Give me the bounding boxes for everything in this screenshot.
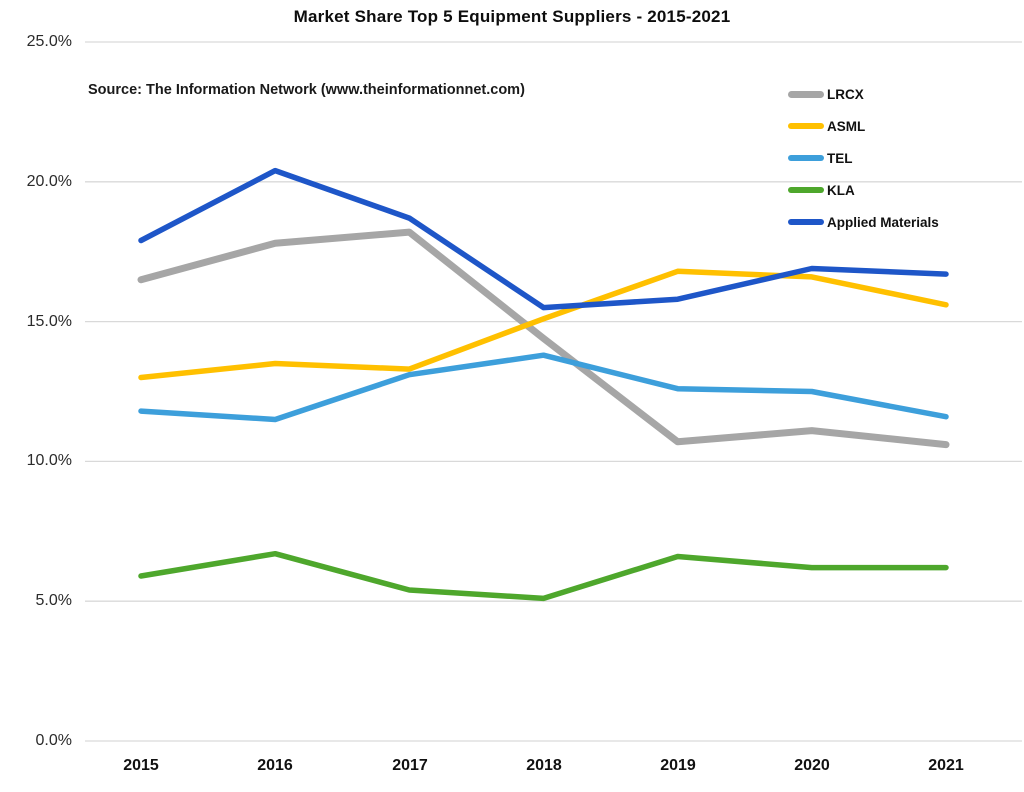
legend-item-applied-materials: Applied Materials — [788, 206, 939, 238]
y-axis-tick-label: 15.0% — [26, 313, 72, 330]
source-note: Source: The Information Network (www.the… — [88, 82, 525, 98]
y-axis-tick-label: 25.0% — [26, 33, 72, 50]
legend-label-tel: TEL — [827, 150, 853, 166]
legend-label-asml: ASML — [827, 118, 866, 134]
x-axis-tick-label: 2020 — [794, 757, 830, 774]
legend-item-lrcx: LRCX — [788, 78, 939, 110]
y-axis-tick-label: 10.0% — [26, 452, 72, 469]
legend-swatch-lrcx — [788, 90, 824, 98]
x-axis-tick-label: 2019 — [660, 757, 696, 774]
y-axis-tick-label: 5.0% — [35, 592, 72, 609]
legend: LRCX ASML TEL KLA Applied Materials — [788, 78, 939, 238]
x-axis-tick-label: 2021 — [928, 757, 964, 774]
x-axis-tick-label: 2017 — [392, 757, 428, 774]
legend-label-applied-materials: Applied Materials — [827, 214, 939, 230]
legend-swatch-kla — [788, 187, 824, 193]
legend-swatch-applied-materials — [788, 219, 824, 225]
legend-item-kla: KLA — [788, 174, 939, 206]
legend-swatch-tel — [788, 155, 824, 161]
x-axis-tick-label: 2016 — [257, 757, 293, 774]
legend-label-kla: KLA — [827, 182, 855, 198]
y-axis-tick-label: 20.0% — [26, 173, 72, 190]
legend-label-lrcx: LRCX — [827, 86, 864, 102]
chart-title: Market Share Top 5 Equipment Suppliers -… — [293, 7, 731, 26]
y-axis-tick-label: 0.0% — [35, 732, 72, 749]
x-axis-tick-label: 2018 — [526, 757, 562, 774]
legend-item-asml: ASML — [788, 110, 939, 142]
legend-item-tel: TEL — [788, 142, 939, 174]
legend-swatch-asml — [788, 123, 824, 129]
x-axis-tick-label: 2015 — [123, 757, 159, 774]
